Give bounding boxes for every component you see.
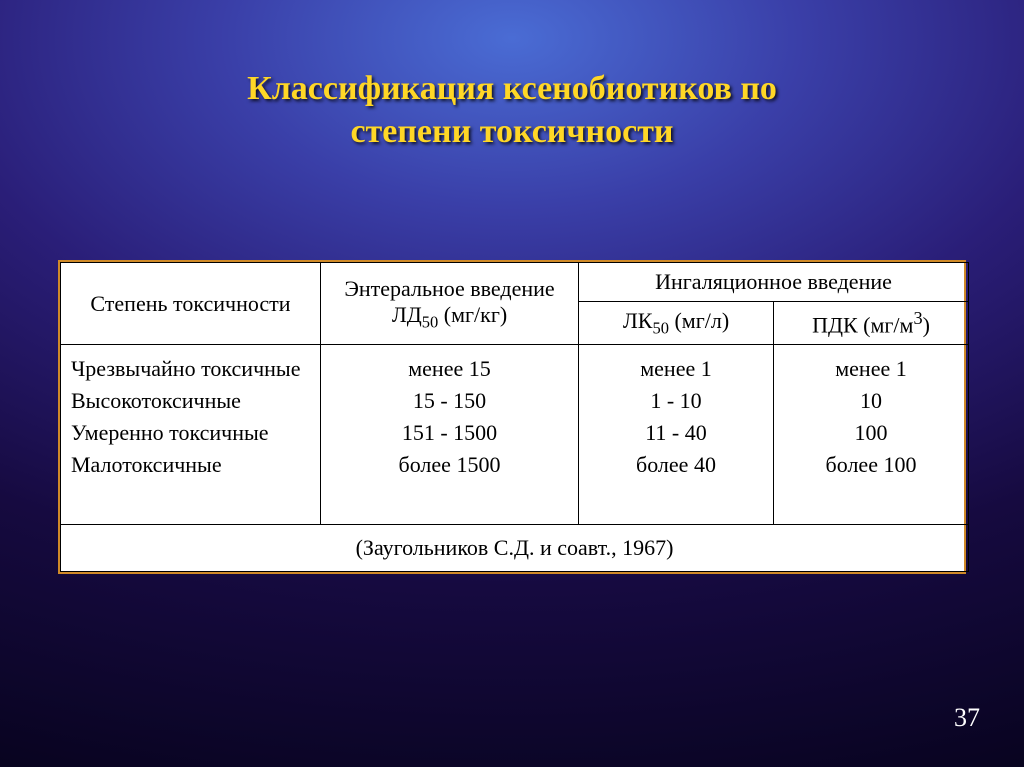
th-lk-pre: ЛК [623,308,653,333]
degree-2: Высокотоксичные [71,385,310,417]
slide-title: Классификация ксенобиотиков по степени т… [0,68,1024,153]
pdk-1: менее 1 [784,353,958,385]
classification-table: Степень токсичности Энтеральное введение… [58,260,966,574]
cell-enteral: менее 15 15 - 150 151 - 1500 более 1500 [321,345,579,525]
th-enteral-l2-post: (мг/кг) [438,302,507,327]
th-lk: ЛК50 (мг/л) [579,302,774,345]
th-inhalation: Ингаляционное введение [579,263,969,302]
th-degree: Степень токсичности [61,263,321,345]
slide-number: 37 [954,703,980,733]
degree-4: Малотоксичные [71,449,310,481]
th-lk-sub: 50 [652,318,669,337]
pdk-2: 10 [784,385,958,417]
data-row: Чрезвычайно токсичные Высокотоксичные Ум… [61,345,969,525]
table: Степень токсичности Энтеральное введение… [60,262,969,572]
th-enteral-l2-pre: ЛД [392,302,422,327]
enteral-3: 151 - 1500 [331,417,568,449]
th-lk-post: (мг/л) [669,308,729,333]
th-enteral-l1: Энтеральное введение [344,276,554,301]
degree-3: Умеренно токсичные [71,417,310,449]
pdk-3: 100 [784,417,958,449]
th-pdk-post: ) [923,312,930,337]
degree-1: Чрезвычайно токсичные [71,353,310,385]
cell-lk: менее 1 1 - 10 11 - 40 более 40 [579,345,774,525]
th-pdk-pre: ПДК (мг/м [812,312,913,337]
title-line1: Классификация ксенобиотиков по [247,70,777,107]
source-cell: (Заугольников С.Д. и соавт., 1967) [61,525,969,572]
th-pdk: ПДК (мг/м3) [774,302,969,345]
th-enteral: Энтеральное введение ЛД50 (мг/кг) [321,263,579,345]
cell-degrees: Чрезвычайно токсичные Высокотоксичные Ум… [61,345,321,525]
th-pdk-sup: 3 [913,308,922,328]
source-row: (Заугольников С.Д. и соавт., 1967) [61,525,969,572]
pdk-4: более 100 [784,449,958,481]
th-enteral-l2-sub: 50 [422,312,439,331]
enteral-2: 15 - 150 [331,385,568,417]
lk-1: менее 1 [589,353,763,385]
lk-3: 11 - 40 [589,417,763,449]
enteral-1: менее 15 [331,353,568,385]
header-row-1: Степень токсичности Энтеральное введение… [61,263,969,302]
enteral-4: более 1500 [331,449,568,481]
cell-pdk: менее 1 10 100 более 100 [774,345,969,525]
lk-2: 1 - 10 [589,385,763,417]
title-line2: степени токсичности [350,113,673,150]
lk-4: более 40 [589,449,763,481]
